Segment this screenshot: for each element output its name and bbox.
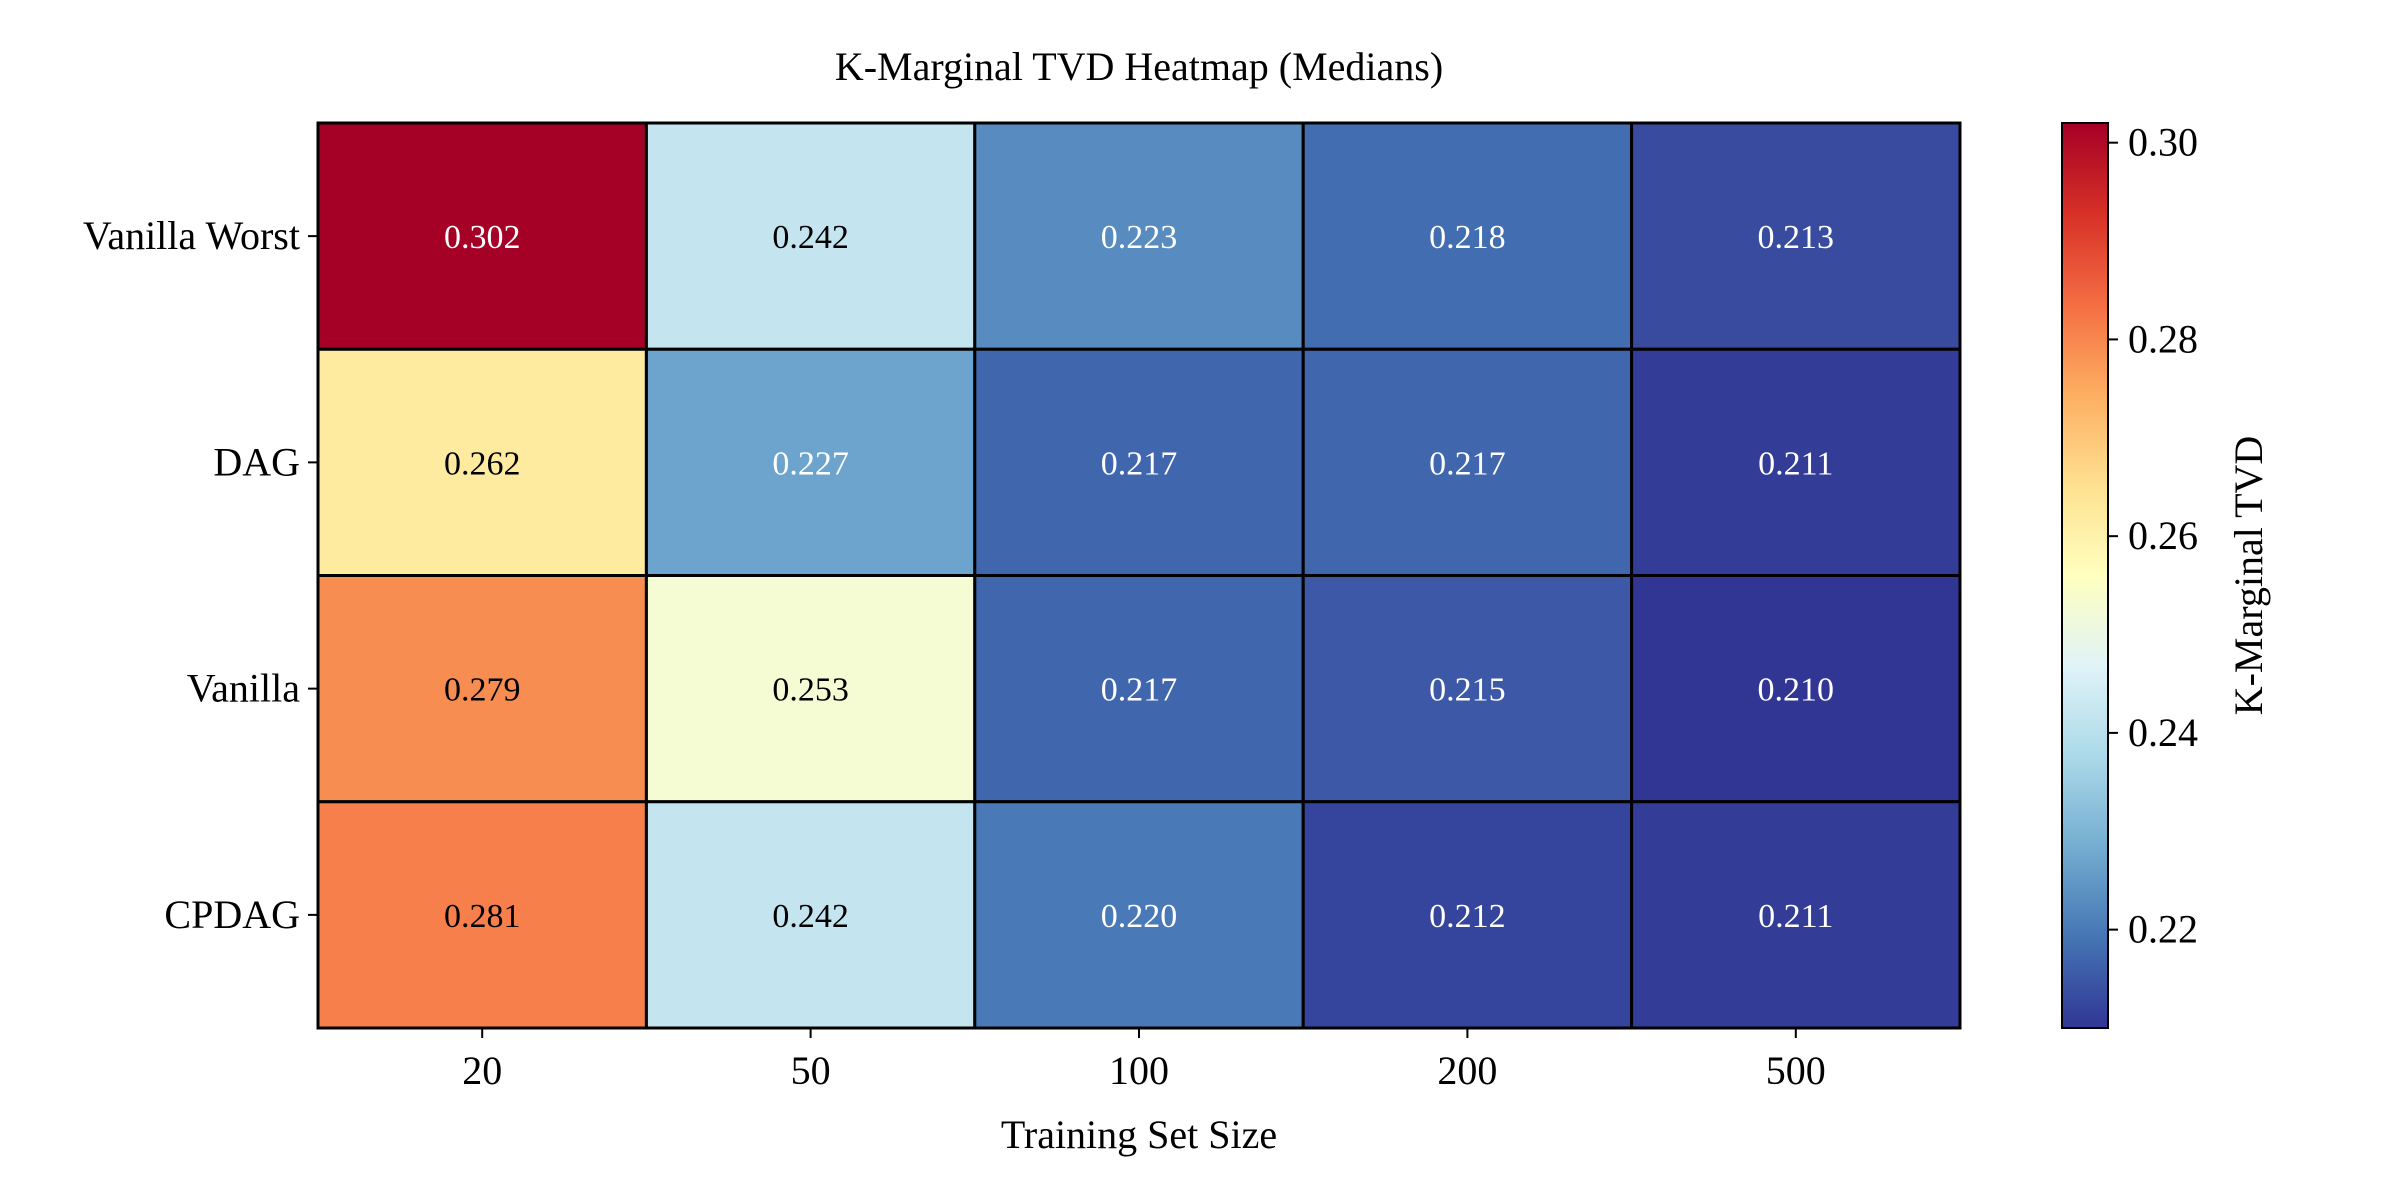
- y-axis-ticks: Vanilla Worst DAG Vanilla CPDAG: [83, 213, 318, 937]
- cell-value-label: 0.210: [1758, 672, 1835, 709]
- cell-value-label: 0.302: [444, 219, 521, 256]
- cell-value-label: 0.281: [444, 898, 521, 935]
- heatmap-cell: [1630, 800, 1962, 1030]
- cell-value-label: 0.242: [772, 219, 849, 256]
- colorbar-tick-label: 0.26: [2128, 513, 2198, 558]
- heatmap-cell: [644, 800, 977, 1030]
- cell-value-label: 0.215: [1429, 672, 1506, 709]
- cell-value-label: 0.217: [1101, 445, 1178, 482]
- x-tick-label: 100: [1109, 1048, 1169, 1093]
- cell-value-label: 0.242: [772, 898, 849, 935]
- heatmap-cell: [1630, 574, 1962, 804]
- cell-value-label: 0.220: [1101, 898, 1178, 935]
- heatmap-cell: [1301, 121, 1634, 351]
- heatmap-cell: [316, 121, 648, 351]
- heatmap-cell: [973, 800, 1305, 1030]
- heatmap-cell-labels: 0.302 0.242 0.223 0.218 0.213 0.262 0.227 0.217…: [444, 219, 1834, 935]
- y-tick-label: DAG: [213, 439, 300, 484]
- heatmap-cell: [1301, 574, 1634, 804]
- x-axis-label: Training Set Size: [1001, 1112, 1277, 1157]
- heatmap-cell: [644, 574, 977, 804]
- colorbar-ticks: 0.22 0.24 0.26 0.28 0.30: [2108, 120, 2198, 952]
- heatmap-cell: [1630, 121, 1962, 351]
- x-axis-ticks: 20 50 100 200 500: [462, 1028, 1826, 1093]
- colorbar-tick-label: 0.30: [2128, 120, 2198, 165]
- x-tick-label: 50: [791, 1048, 831, 1093]
- cell-value-label: 0.211: [1758, 898, 1833, 935]
- heatmap-cell: [1630, 347, 1962, 577]
- y-tick-label: Vanilla Worst: [83, 213, 300, 258]
- cell-value-label: 0.217: [1101, 672, 1178, 709]
- cell-value-label: 0.223: [1101, 219, 1178, 256]
- cell-value-label: 0.217: [1429, 445, 1506, 482]
- cell-value-label: 0.211: [1758, 445, 1833, 482]
- heatmap-cell: [973, 347, 1305, 577]
- colorbar-frame: [2061, 122, 2109, 1029]
- cell-value-label: 0.213: [1758, 219, 1835, 256]
- colorbar-tick-label: 0.22: [2128, 907, 2198, 952]
- heatmap-cell: [1301, 800, 1634, 1030]
- x-tick-label: 500: [1766, 1048, 1826, 1093]
- colorbar-tick-label: 0.28: [2128, 316, 2198, 361]
- cell-value-label: 0.212: [1429, 898, 1506, 935]
- x-tick-label: 20: [462, 1048, 502, 1093]
- cell-value-label: 0.262: [444, 445, 521, 482]
- heatmap-cell: [973, 574, 1305, 804]
- cell-value-label: 0.279: [444, 672, 521, 709]
- y-tick-label: CPDAG: [164, 892, 300, 937]
- heatmap-cell: [644, 121, 977, 351]
- chart-title: K-Marginal TVD Heatmap (Medians): [835, 44, 1443, 89]
- y-tick-label: Vanilla: [187, 666, 301, 711]
- heatmap-cells: [316, 121, 1962, 1030]
- cell-value-label: 0.227: [772, 445, 849, 482]
- x-tick-label: 200: [1437, 1048, 1497, 1093]
- cell-value-label: 0.253: [772, 672, 849, 709]
- colorbar: [2062, 123, 2108, 1028]
- heatmap-cell: [316, 347, 648, 577]
- cell-value-label: 0.218: [1429, 219, 1506, 256]
- colorbar-label: K-Marginal TVD: [2226, 436, 2271, 716]
- colorbar-tick-label: 0.24: [2128, 710, 2198, 755]
